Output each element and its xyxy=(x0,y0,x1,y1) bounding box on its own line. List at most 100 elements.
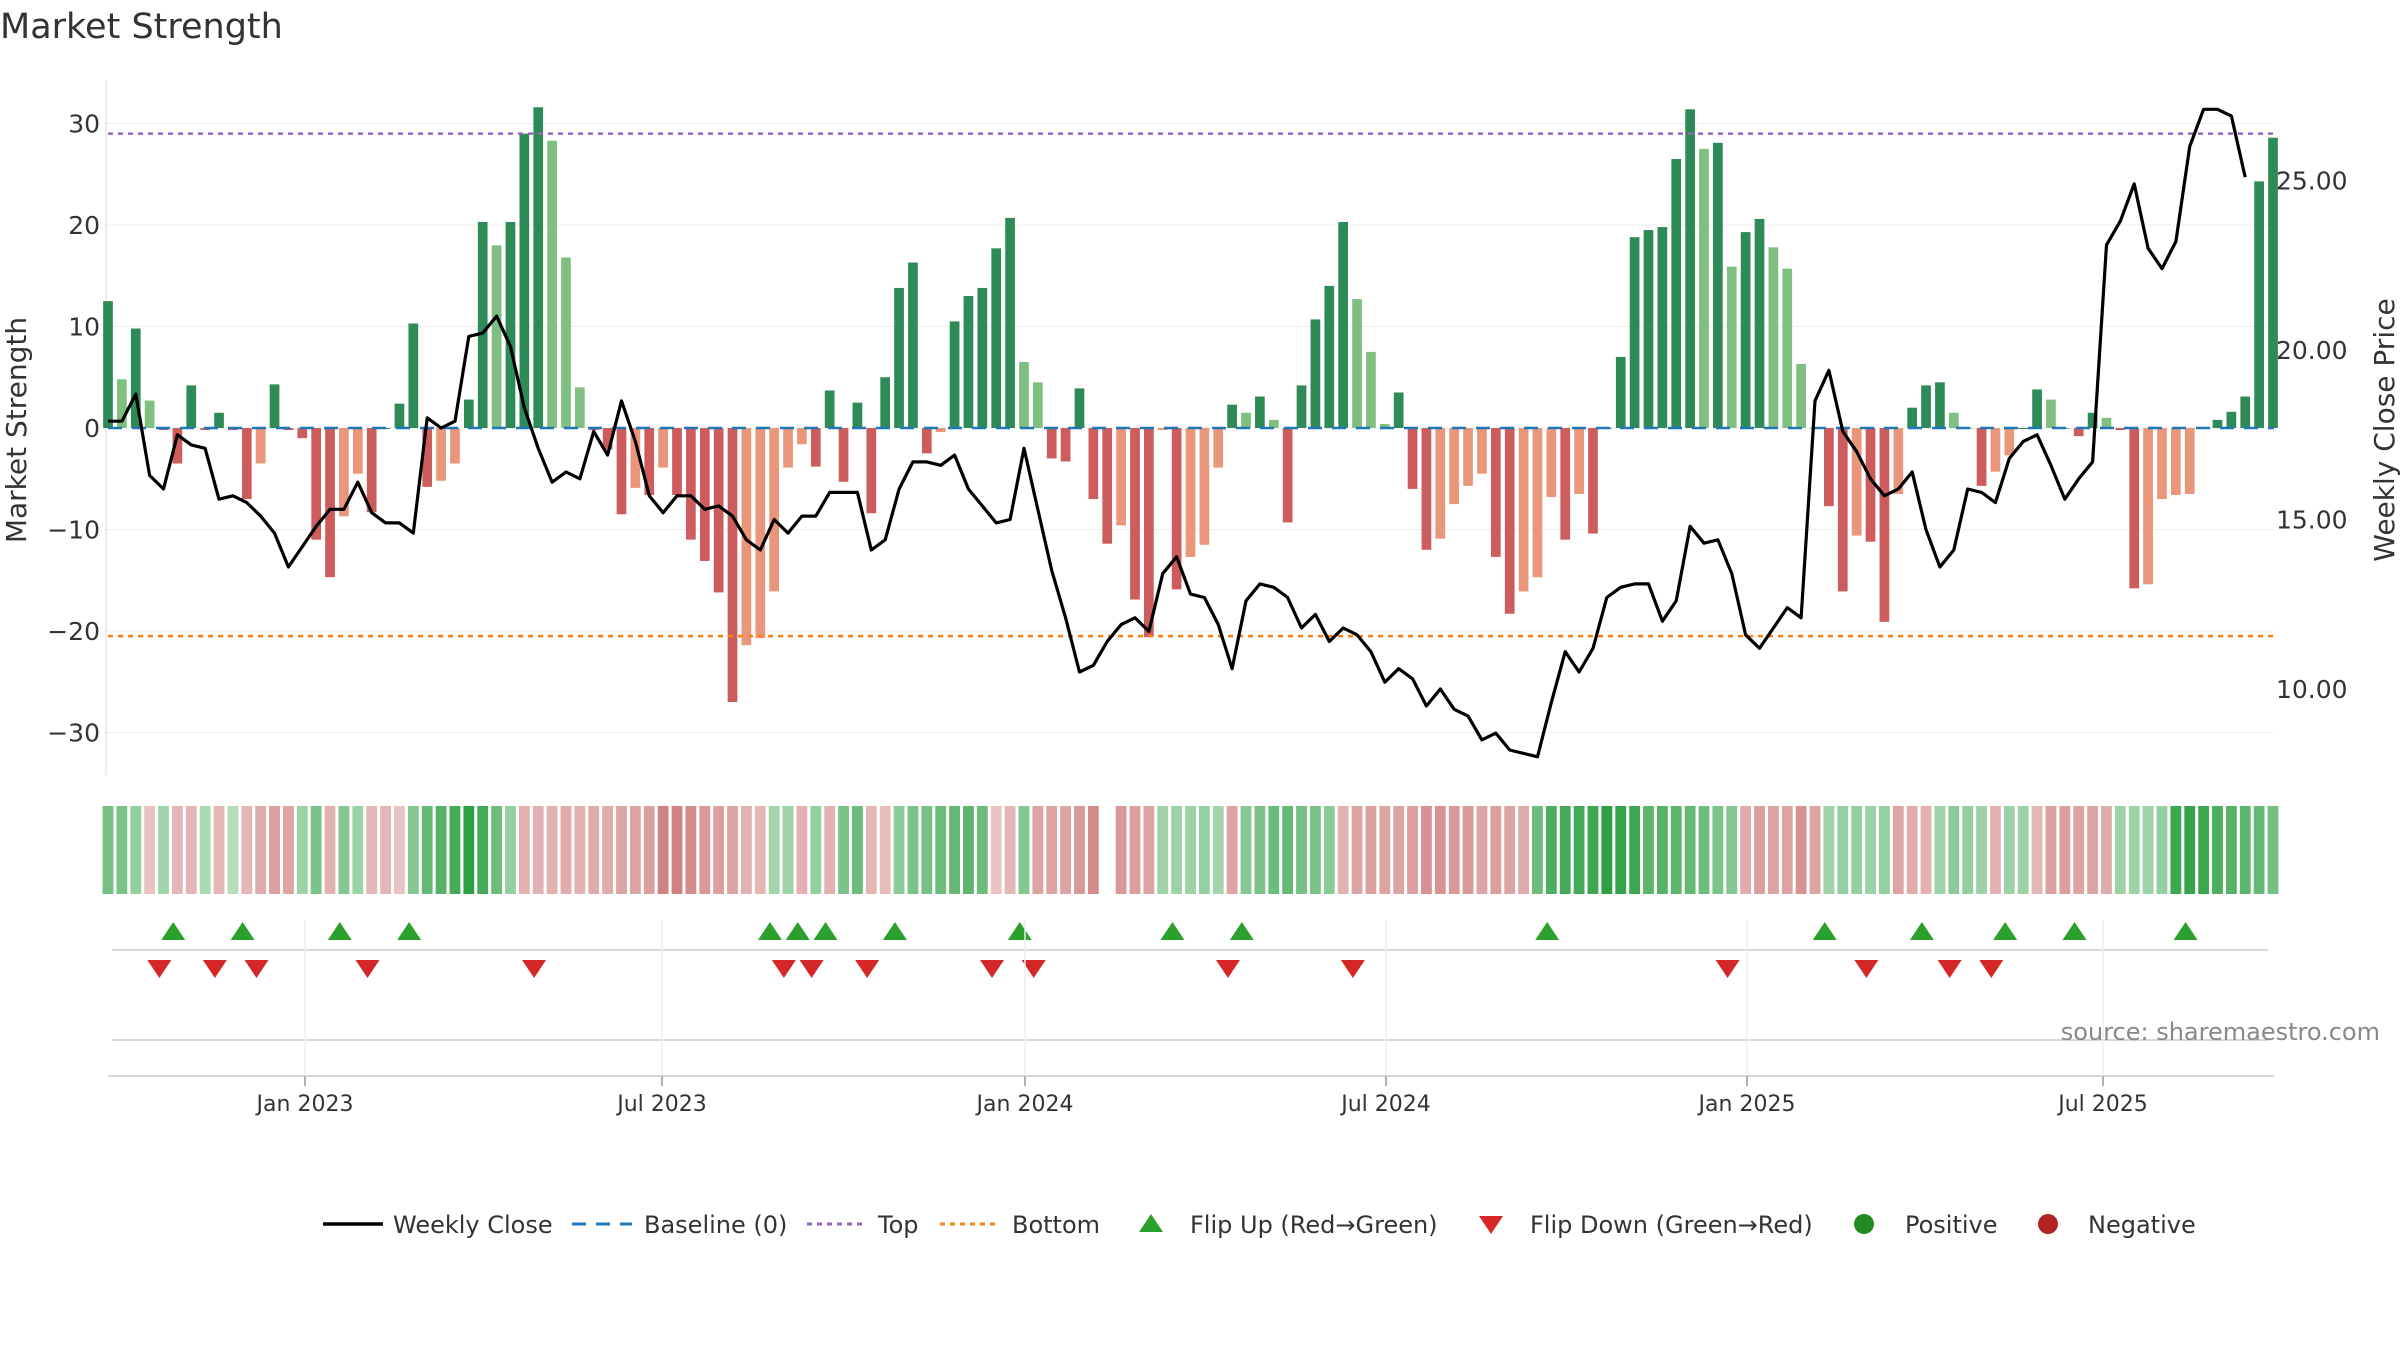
flip-up-marker xyxy=(327,922,352,940)
strength-bar xyxy=(1032,382,1043,428)
heat-cell xyxy=(1698,806,1710,894)
heat-cell xyxy=(2212,806,2223,894)
strength-bar xyxy=(783,428,793,468)
strength-bar xyxy=(561,257,571,428)
strength-bar xyxy=(1352,299,1362,428)
heat-cell xyxy=(657,806,669,894)
heat-cell xyxy=(1448,806,1460,894)
flip-up-marker xyxy=(2173,922,2198,940)
strength-bar xyxy=(1407,428,1418,489)
heat-cell xyxy=(1004,806,1016,894)
heat-cell xyxy=(421,806,433,894)
heat-cell xyxy=(1490,806,1502,894)
heat-cell xyxy=(865,806,877,894)
heat-cell xyxy=(1823,806,1835,894)
flip-down-marker xyxy=(1340,960,1365,978)
strength-bar xyxy=(2115,428,2126,431)
heat-cell xyxy=(1198,806,1210,894)
heat-cell xyxy=(1587,806,1599,894)
heat-cell xyxy=(782,806,794,894)
strength-bar xyxy=(1713,142,1723,428)
strength-bar xyxy=(1726,266,1737,428)
heat-cell xyxy=(768,806,780,894)
heat-cell xyxy=(255,806,267,894)
strength-bar xyxy=(1629,237,1640,428)
strength-bar xyxy=(547,140,557,428)
heat-cell xyxy=(1781,806,1793,894)
strength-bar xyxy=(1310,319,1321,428)
heat-cell xyxy=(518,806,530,894)
heat-cell xyxy=(1268,806,1280,894)
strength-bar xyxy=(1366,351,1376,428)
reference-lines xyxy=(108,132,2274,638)
heat-cell xyxy=(1157,806,1169,894)
strength-bar xyxy=(644,428,655,495)
strength-bar xyxy=(1782,268,1793,428)
legend-flip-down: Flip Down (Green→Red) xyxy=(1530,1211,1813,1239)
strength-bar xyxy=(1282,428,1293,523)
heat-cell xyxy=(1129,806,1141,894)
heat-cell xyxy=(1185,806,1196,894)
heat-cell xyxy=(1532,806,1543,894)
strength-bar xyxy=(1615,356,1626,428)
heat-cell xyxy=(2101,806,2112,894)
strength-bar xyxy=(1837,428,1848,592)
heat-cell xyxy=(1976,806,1987,894)
heat-cell xyxy=(2170,806,2182,894)
heat-cell xyxy=(824,806,836,894)
x-tick-label: Jan 2024 xyxy=(975,1092,1074,1117)
heat-cell xyxy=(213,806,225,894)
heat-cell xyxy=(505,806,516,894)
y-tick-label: −10 xyxy=(47,516,100,545)
strength-bar xyxy=(1379,423,1390,428)
strength-bar xyxy=(1185,428,1196,557)
heat-cell xyxy=(449,806,461,894)
heat-cell xyxy=(1379,806,1391,894)
heat-cell xyxy=(1476,806,1488,894)
heat-cell xyxy=(671,806,683,894)
strength-bar xyxy=(255,428,266,464)
heat-cell xyxy=(144,806,156,894)
heat-cell xyxy=(838,806,849,894)
strength-bar xyxy=(1935,382,1945,428)
flip-up-marker xyxy=(1007,922,1032,940)
heat-cell xyxy=(324,806,336,894)
strength-bar xyxy=(214,412,224,428)
heat-cell xyxy=(643,806,655,894)
heat-cell xyxy=(2267,806,2279,894)
heat-cell xyxy=(796,806,808,894)
heat-cell xyxy=(269,806,280,894)
heat-cell xyxy=(1643,806,1654,894)
flip-up-marker xyxy=(161,922,186,940)
strength-bar xyxy=(949,321,960,428)
heat-cell xyxy=(116,806,128,894)
heat-cell xyxy=(1226,806,1238,894)
strength-bar xyxy=(935,428,946,433)
strength-bar xyxy=(2240,396,2251,428)
heat-cell xyxy=(2225,806,2237,894)
strength-bar xyxy=(1463,428,1473,486)
strength-bar xyxy=(1074,388,1085,428)
legend-flip-down-icon xyxy=(1479,1216,1503,1234)
legend-bottom: Bottom xyxy=(1012,1211,1100,1239)
y2-axis-label: Weekly Close Price xyxy=(2368,298,2400,561)
flip-up-marker xyxy=(1909,922,1934,940)
heat-cell xyxy=(1421,806,1432,894)
strength-bar xyxy=(2101,417,2112,428)
heat-cell xyxy=(1351,806,1363,894)
strength-bar xyxy=(1518,428,1529,592)
flip-down-marker xyxy=(244,960,269,978)
heat-cell xyxy=(879,806,891,894)
strength-bar xyxy=(894,287,904,428)
flip-down-marker xyxy=(202,960,227,978)
y-ticks: 30 20 10 0 −10 −20 −30 xyxy=(47,110,100,748)
strength-bar xyxy=(269,384,280,428)
strength-bar xyxy=(1851,428,1862,536)
strength-bar xyxy=(436,428,446,481)
heat-cell xyxy=(1962,806,1974,894)
strength-bar xyxy=(2032,389,2042,428)
heat-cell xyxy=(1851,806,1863,894)
y2-tick-label: 10.00 xyxy=(2276,675,2348,704)
strength-bar xyxy=(630,428,641,488)
heat-cell xyxy=(185,806,197,894)
